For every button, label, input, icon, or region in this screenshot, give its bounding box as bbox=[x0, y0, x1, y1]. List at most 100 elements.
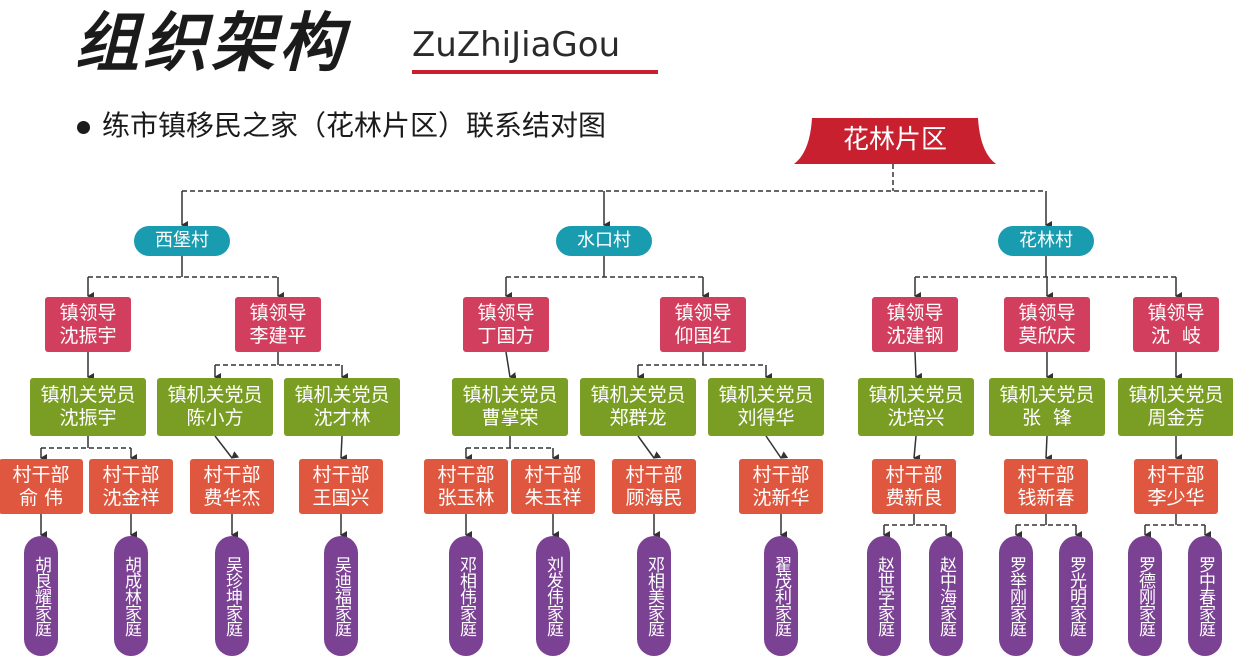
node-person: 沈培兴 bbox=[887, 407, 945, 429]
node-person: 莫欣庆 bbox=[1018, 324, 1076, 347]
node-role: 镇机关党员 bbox=[1128, 384, 1224, 406]
diagram-subtitle: 练市镇移民之家（花林片区）联系结对图 bbox=[102, 109, 607, 142]
root-banner-shape bbox=[794, 118, 996, 164]
bullet-icon bbox=[77, 121, 90, 134]
cadre-node: 村干部 顾海民 bbox=[612, 459, 696, 514]
node-person: 沈 岐 bbox=[1150, 324, 1202, 347]
family-label: 胡成林家庭 bbox=[121, 556, 141, 636]
page-title-pinyin: ZuZhiJiaGou bbox=[412, 25, 621, 65]
connector-line bbox=[913, 435, 921, 463]
node-role: 村干部 bbox=[752, 463, 810, 486]
node-role: 村干部 bbox=[524, 463, 582, 486]
official-node: 镇机关党员 曹掌荣 bbox=[452, 378, 568, 436]
family-node: 胡成林家庭 bbox=[114, 536, 148, 656]
node-person: 沈新华 bbox=[752, 486, 810, 509]
village-node: 水口村 bbox=[556, 226, 652, 256]
cadre-node: 村干部 李少华 bbox=[1134, 459, 1218, 514]
node-person: 张 锋 bbox=[1021, 407, 1073, 429]
node-role: 村干部 bbox=[1147, 463, 1205, 486]
family-label: 翟茂利家庭 bbox=[771, 556, 791, 636]
cadre-node: 村干部 钱新春 bbox=[1004, 459, 1088, 514]
node-person: 李建平 bbox=[249, 324, 307, 347]
node-person: 俞 伟 bbox=[18, 486, 64, 509]
node-person: 郑群龙 bbox=[609, 407, 667, 429]
node-role: 镇机关党员 bbox=[462, 384, 558, 406]
connector-line bbox=[765, 435, 789, 459]
cadre-node: 村干部 朱玉祥 bbox=[511, 459, 595, 514]
cadre-node: 村干部 沈金祥 bbox=[89, 459, 173, 514]
family-label: 罗德刚家庭 bbox=[1135, 556, 1155, 636]
node-person: 沈建钢 bbox=[886, 324, 944, 347]
connector-line bbox=[505, 351, 517, 381]
leader-node: 镇领导 沈建钢 bbox=[872, 297, 958, 352]
page-title: 组织架构 bbox=[75, 6, 347, 81]
connector-line bbox=[340, 435, 348, 463]
cadre-node: 村干部 费新良 bbox=[872, 459, 956, 514]
family-label: 赵中海家庭 bbox=[936, 556, 956, 636]
family-node: 罗德刚家庭 bbox=[1128, 536, 1162, 656]
family-label: 吴珍坤家庭 bbox=[222, 556, 242, 636]
node-person: 沈振宇 bbox=[59, 407, 117, 429]
family-label: 罗光明家庭 bbox=[1066, 556, 1086, 636]
family-node: 罗中春家庭 bbox=[1188, 536, 1222, 656]
family-label: 罗中春家庭 bbox=[1195, 556, 1215, 636]
official-node: 镇机关党员 周金芳 bbox=[1118, 378, 1233, 436]
node-role: 村干部 bbox=[12, 463, 70, 486]
node-role: 村干部 bbox=[312, 463, 370, 486]
family-node: 翟茂利家庭 bbox=[764, 536, 798, 656]
node-role: 村干部 bbox=[437, 463, 495, 486]
family-label: 邓相伟家庭 bbox=[456, 556, 476, 636]
node-role: 镇领导 bbox=[674, 301, 732, 324]
family-node: 邓相伟家庭 bbox=[449, 536, 483, 656]
cadre-node: 村干部 王国兴 bbox=[299, 459, 383, 514]
node-person: 顾海民 bbox=[625, 486, 683, 509]
cadre-node: 村干部 张玉林 bbox=[424, 459, 508, 514]
node-person: 费华杰 bbox=[203, 486, 261, 509]
node-person: 张玉林 bbox=[437, 486, 495, 509]
family-label: 邓相美家庭 bbox=[644, 556, 664, 636]
node-role: 镇机关党员 bbox=[294, 384, 390, 406]
leader-node: 镇领导 沈振宇 bbox=[45, 297, 131, 352]
official-node: 镇机关党员张 锋 bbox=[989, 378, 1105, 436]
connector-line bbox=[914, 351, 923, 381]
node-person: 王国兴 bbox=[312, 486, 370, 509]
node-person: 仰国红 bbox=[674, 324, 732, 347]
connector-line bbox=[637, 435, 662, 459]
leader-node: 镇领导沈 岐 bbox=[1133, 297, 1219, 352]
node-person: 沈振宇 bbox=[59, 324, 117, 347]
official-node: 镇机关党员 郑群龙 bbox=[580, 378, 696, 436]
leader-node: 镇领导 莫欣庆 bbox=[1004, 297, 1090, 352]
node-person: 朱玉祥 bbox=[524, 486, 582, 509]
family-node: 吴迪福家庭 bbox=[324, 536, 358, 656]
official-node: 镇机关党员 沈振宇 bbox=[30, 378, 146, 436]
official-node: 镇机关党员 沈培兴 bbox=[858, 378, 974, 436]
node-person: 丁国方 bbox=[477, 324, 535, 347]
family-node: 赵中海家庭 bbox=[929, 536, 963, 656]
family-node: 吴珍坤家庭 bbox=[215, 536, 249, 656]
family-node: 刘发伟家庭 bbox=[536, 536, 570, 656]
node-role: 镇领导 bbox=[886, 301, 944, 324]
node-person: 李少华 bbox=[1147, 486, 1205, 509]
leader-node: 镇领导 仰国红 bbox=[660, 297, 746, 352]
node-person: 周金芳 bbox=[1147, 407, 1205, 429]
official-node: 镇机关党员 刘得华 bbox=[708, 378, 824, 436]
family-label: 刘发伟家庭 bbox=[543, 556, 563, 636]
node-person: 沈金祥 bbox=[102, 486, 160, 509]
leader-node: 镇领导 李建平 bbox=[235, 297, 321, 352]
node-role: 村干部 bbox=[203, 463, 261, 486]
official-node: 镇机关党员 陈小方 bbox=[157, 378, 273, 436]
cadre-node: 村干部 沈新华 bbox=[739, 459, 823, 514]
leader-node: 镇领导 丁国方 bbox=[463, 297, 549, 352]
node-person: 费新良 bbox=[885, 486, 943, 509]
node-role: 镇领导 bbox=[1018, 301, 1076, 324]
family-node: 赵世学家庭 bbox=[867, 536, 901, 656]
node-role: 村干部 bbox=[625, 463, 683, 486]
connector-line bbox=[214, 435, 240, 459]
family-node: 邓相美家庭 bbox=[637, 536, 671, 656]
family-node: 罗举刚家庭 bbox=[999, 536, 1033, 656]
node-role: 村干部 bbox=[102, 463, 160, 486]
node-person: 沈才林 bbox=[313, 407, 371, 429]
node-role: 镇领导 bbox=[249, 301, 307, 324]
official-node: 镇机关党员 沈才林 bbox=[284, 378, 400, 436]
node-role: 镇机关党员 bbox=[167, 384, 263, 406]
